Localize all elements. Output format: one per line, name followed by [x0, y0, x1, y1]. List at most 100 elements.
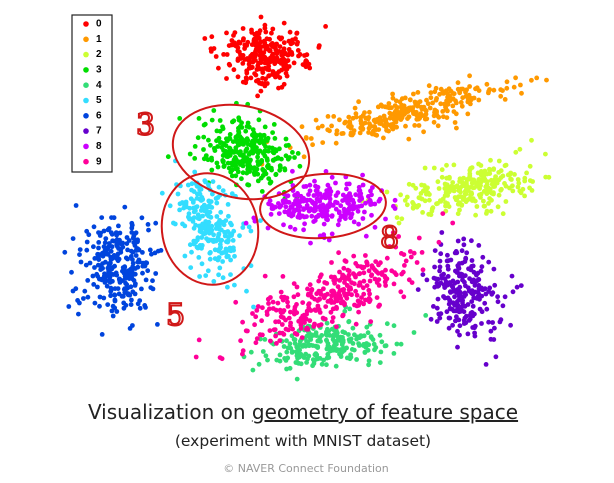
point — [282, 166, 288, 172]
point — [436, 186, 442, 191]
point — [271, 150, 277, 156]
point — [328, 189, 334, 194]
legend-marker — [83, 36, 89, 43]
point — [349, 347, 355, 352]
point — [336, 250, 341, 256]
point — [287, 365, 293, 371]
point — [248, 228, 254, 234]
point — [265, 135, 271, 141]
point — [352, 302, 357, 308]
point — [464, 313, 469, 319]
point — [308, 240, 313, 246]
point — [356, 343, 362, 348]
point — [472, 180, 478, 186]
point — [376, 277, 382, 282]
point — [420, 267, 426, 273]
point — [248, 75, 254, 81]
point — [208, 250, 213, 255]
point — [278, 36, 283, 42]
point — [295, 214, 301, 220]
point — [356, 309, 361, 315]
point — [187, 216, 192, 222]
point — [437, 264, 443, 270]
point — [200, 213, 206, 219]
point — [294, 302, 299, 307]
point — [231, 67, 237, 73]
point — [259, 318, 264, 324]
point — [209, 155, 214, 161]
point — [267, 198, 273, 204]
point — [155, 322, 160, 327]
point — [461, 236, 467, 242]
point — [203, 153, 209, 159]
point — [363, 253, 368, 258]
circle-3 — [171, 103, 311, 201]
point — [331, 290, 337, 295]
point — [105, 244, 111, 250]
point — [92, 265, 97, 270]
point — [281, 344, 287, 349]
point — [391, 116, 397, 122]
point — [529, 188, 535, 193]
point — [492, 184, 498, 189]
point — [476, 97, 482, 103]
point — [346, 332, 351, 337]
point — [247, 169, 253, 174]
point — [329, 213, 335, 219]
point — [396, 220, 402, 226]
point — [106, 270, 112, 276]
point — [481, 198, 486, 204]
point — [235, 74, 241, 80]
point — [265, 67, 270, 72]
point — [410, 205, 416, 211]
point — [493, 174, 498, 180]
point — [107, 241, 112, 246]
point — [324, 355, 330, 361]
point — [249, 64, 255, 70]
point — [505, 172, 511, 178]
point — [461, 318, 467, 323]
point — [437, 258, 443, 264]
point — [452, 250, 458, 256]
point — [479, 264, 485, 270]
point — [470, 291, 476, 297]
point — [231, 33, 236, 38]
point — [328, 274, 334, 280]
point — [378, 349, 384, 355]
point — [142, 263, 148, 269]
point — [209, 34, 215, 40]
point — [356, 221, 361, 227]
caption-prefix: Visualization on — [88, 400, 252, 424]
point — [311, 324, 317, 329]
point — [346, 319, 352, 324]
point — [139, 215, 145, 221]
point — [344, 186, 349, 192]
point — [457, 332, 462, 338]
point — [325, 351, 331, 357]
point — [439, 167, 445, 173]
point — [340, 349, 345, 355]
point — [265, 158, 270, 163]
point — [465, 302, 471, 307]
point — [486, 259, 492, 265]
point — [372, 201, 378, 207]
point — [259, 138, 265, 144]
point — [351, 281, 357, 287]
point — [463, 292, 469, 297]
point — [227, 245, 233, 251]
point — [205, 268, 211, 274]
point — [199, 261, 205, 267]
point — [411, 91, 416, 97]
point — [238, 149, 243, 155]
point — [246, 58, 252, 64]
point — [455, 80, 461, 86]
point — [449, 306, 455, 312]
point — [422, 165, 428, 171]
point — [308, 136, 314, 141]
annotation-label: 3 — [136, 108, 155, 143]
point — [340, 213, 345, 219]
point — [279, 322, 285, 327]
point — [524, 170, 529, 176]
point — [295, 39, 300, 45]
point — [287, 29, 293, 35]
